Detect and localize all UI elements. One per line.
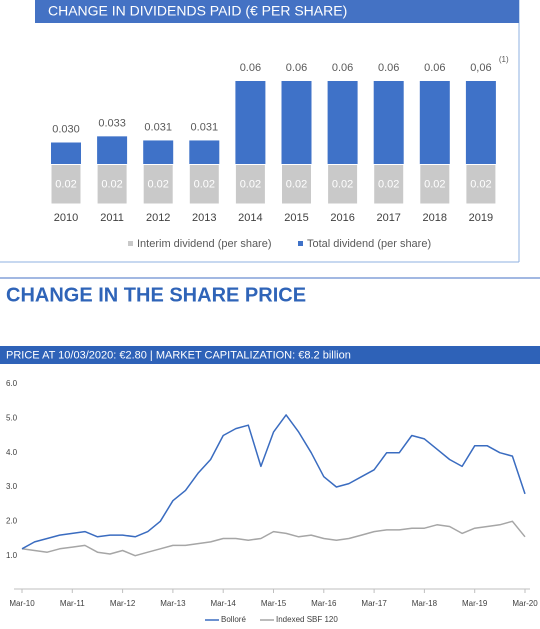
value-label: 0.06 (240, 62, 261, 74)
x-tick-label: Mar-14 (211, 599, 237, 608)
title-bar (35, 0, 519, 23)
value-label: 0.02 (332, 178, 353, 190)
legend-label: Total dividend (per share) (307, 238, 431, 250)
x-tick-label: 2018 (423, 212, 447, 224)
bar (465, 164, 497, 205)
title-bar (0, 346, 540, 364)
value-label: 0.06 (286, 62, 307, 74)
bar (142, 164, 174, 205)
line (21, 414, 526, 550)
bar (234, 164, 266, 205)
x-tick-label: 2014 (238, 212, 262, 224)
value-label: 0.02 (101, 178, 122, 190)
y-tick-label: 3.0 (6, 482, 18, 491)
section-heading: CHANGE IN THE SHARE PRICE (6, 284, 306, 306)
x-tick-label: Mar-20 (512, 599, 538, 608)
x-tick-label: Mar-15 (261, 599, 287, 608)
x-tick-label: 2016 (330, 212, 354, 224)
x-tick-label: 2012 (146, 212, 170, 224)
bar (373, 164, 405, 205)
y-tick-label: 4.0 (6, 448, 18, 457)
value-label: 0.030 (52, 123, 80, 135)
y-tick-label: 1.0 (6, 551, 18, 560)
x-tick-label: Mar-19 (462, 599, 488, 608)
legend-swatch (298, 241, 303, 246)
value-label: 0.02 (194, 178, 215, 190)
x-tick-label: 2011 (100, 212, 124, 224)
value-label: 0.06 (378, 62, 399, 74)
bar (188, 164, 220, 205)
value-label: 0.02 (286, 178, 307, 190)
value-label: 0.02 (147, 178, 168, 190)
x-tick-label: 2015 (284, 212, 308, 224)
y-tick-label: 2.0 (6, 516, 18, 525)
x-tick-label: Mar-10 (9, 599, 35, 608)
x-tick-label: Mar-12 (110, 599, 136, 608)
x-tick-label: 2010 (54, 212, 78, 224)
y-tick-label: 5.0 (6, 413, 18, 422)
bar (281, 164, 312, 205)
value-label: 0.031 (191, 121, 219, 133)
chart-title: PRICE AT 10/03/2020: €2.80 | MARKET CAPI… (6, 349, 351, 361)
x-tick-label: Mar-16 (311, 599, 337, 608)
value-label: 0.02 (55, 178, 76, 190)
value-label: 0.06 (424, 62, 445, 74)
value-label: 0.06 (332, 62, 353, 74)
x-tick-label: 2013 (192, 212, 216, 224)
footnote: (1) (499, 55, 509, 64)
legend-label: Bolloré (221, 615, 246, 624)
line (21, 520, 526, 557)
chart-title: CHANGE IN DIVIDENDS PAID (€ PER SHARE) (48, 3, 347, 19)
value-label: 0,06 (470, 62, 491, 74)
value-label: 0.02 (378, 178, 399, 190)
y-tick-label: 6.0 (6, 379, 18, 388)
value-label: 0.02 (470, 178, 491, 190)
value-label: 0.02 (240, 178, 261, 190)
bar (96, 164, 128, 205)
value-label: 0.02 (424, 178, 445, 190)
x-tick-label: Mar-18 (412, 599, 438, 608)
x-tick-label: Mar-11 (60, 599, 85, 608)
x-tick-label: Mar-13 (160, 599, 186, 608)
legend-swatch (128, 241, 133, 246)
bar (419, 164, 451, 205)
legend-label: Interim dividend (per share) (137, 238, 272, 250)
x-tick-label: 2019 (469, 212, 493, 224)
bar (327, 164, 359, 205)
bar (50, 164, 82, 205)
value-label: 0.031 (144, 121, 172, 133)
value-label: 0.033 (98, 117, 126, 129)
legend-label: Indexed SBF 120 (276, 615, 338, 624)
x-tick-label: 2017 (376, 212, 400, 224)
x-tick-label: Mar-17 (361, 599, 387, 608)
